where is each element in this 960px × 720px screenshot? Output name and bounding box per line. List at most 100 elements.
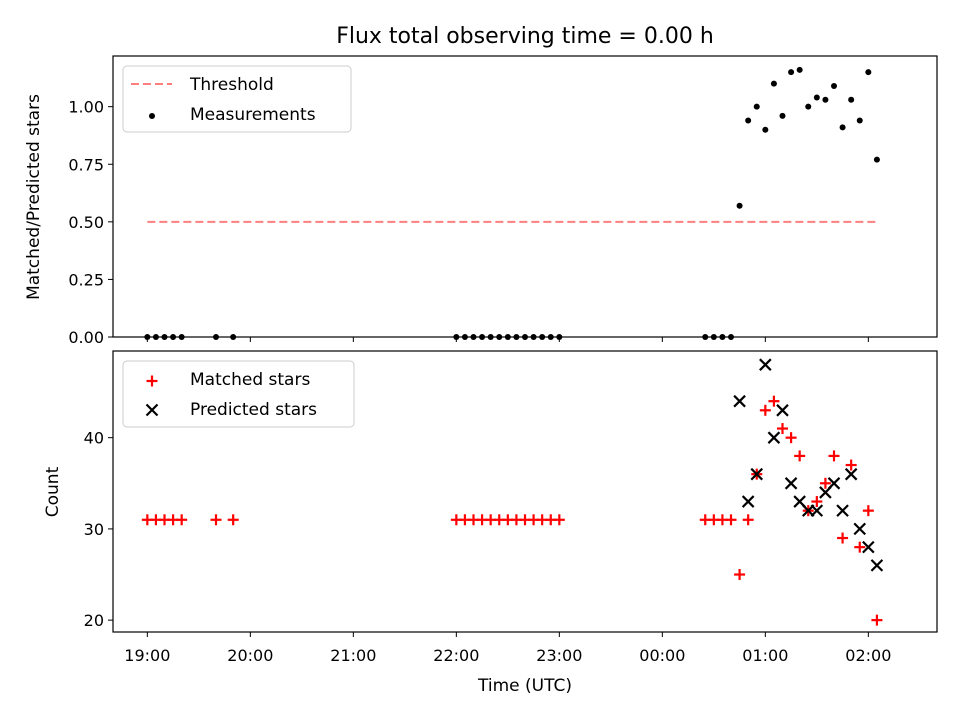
matched-point — [871, 614, 883, 626]
matched-point — [553, 514, 565, 526]
matched-point — [176, 514, 188, 526]
measurement-point — [805, 103, 812, 110]
measurement-point — [865, 69, 872, 76]
measurement-point — [822, 96, 829, 103]
predicted-point — [759, 358, 772, 371]
predicted-point-b — [776, 404, 789, 417]
predicted-point — [767, 431, 781, 444]
matched-point — [227, 514, 239, 526]
bottom-legend-box — [122, 360, 355, 428]
predicted-point — [733, 394, 746, 408]
figure-title: Flux total observing time = 0.00 h — [336, 24, 714, 49]
measurement-point — [745, 117, 752, 124]
legend-predicted-swatch — [145, 403, 159, 417]
legend-measurements-swatch — [149, 113, 155, 119]
predicted-point — [784, 477, 798, 490]
predicted-point-b — [827, 477, 841, 490]
legend-predicted-swatch-b — [145, 403, 159, 417]
predicted-point — [844, 467, 858, 481]
matched-point — [734, 569, 746, 581]
predicted-point — [741, 495, 755, 508]
measurement-point — [753, 103, 760, 110]
measurement-point — [770, 80, 777, 87]
matched-point — [828, 450, 840, 462]
predicted-point — [776, 404, 789, 417]
bottom-xtick-label: 01:00 — [742, 646, 788, 665]
predicted-point-b — [750, 467, 764, 481]
top-ytick-label: 1.00 — [68, 98, 104, 117]
measurement-point — [839, 124, 846, 131]
top-legend-box — [122, 65, 352, 133]
matched-point — [819, 477, 831, 489]
predicted-point-b — [767, 431, 781, 444]
top-axes-frame — [112, 55, 938, 338]
predicted-point-b — [733, 394, 746, 408]
bottom-xtick-label: 22:00 — [433, 646, 479, 665]
legend-threshold-label: Threshold — [189, 75, 274, 95]
matched-point — [742, 514, 754, 526]
measurement-point — [813, 94, 820, 101]
legend-measurements-label: Measurements — [190, 105, 316, 125]
predicted-point — [750, 467, 764, 481]
bottom-xtick-label: 19:00 — [124, 646, 170, 665]
bottom-xtick-label: 02:00 — [845, 646, 891, 665]
predicted-point — [836, 504, 849, 517]
bottom-ytick-label: 40 — [84, 429, 104, 448]
measurement-point — [848, 96, 855, 103]
bottom-xtick-label: 21:00 — [330, 646, 376, 665]
bottom-xtick-label: 23:00 — [536, 646, 582, 665]
matched-point — [725, 514, 737, 526]
top-ytick-label: 0.50 — [68, 213, 104, 232]
matched-point — [854, 541, 866, 553]
predicted-point-b — [741, 495, 755, 508]
top-ytick-label: 0.25 — [68, 270, 104, 289]
predicted-point — [862, 540, 875, 554]
measurement-point — [736, 202, 743, 209]
predicted-point-b — [836, 504, 849, 517]
matched-point — [785, 432, 797, 444]
matched-point — [862, 505, 874, 517]
predicted-point-b — [844, 467, 858, 481]
predicted-point-b — [793, 495, 806, 508]
predicted-point-b — [759, 358, 772, 371]
top-ylabel: Matched/Predicted stars — [24, 94, 44, 300]
legend-predicted-label: Predicted stars — [190, 400, 317, 420]
matched-point — [794, 450, 806, 462]
x-axis-label: Time (UTC) — [477, 676, 572, 696]
legend-matched-swatch — [146, 375, 158, 387]
measurement-point — [779, 112, 786, 119]
bottom-legend: Matched stars Predicted stars — [122, 360, 355, 428]
measurement-point — [873, 156, 880, 163]
predicted-point — [853, 522, 867, 536]
top-legend: Threshold Measurements — [122, 65, 352, 133]
measurement-point — [856, 117, 863, 124]
bottom-xtick-label: 20:00 — [227, 646, 273, 665]
bottom-axes-frame — [112, 350, 938, 633]
measurement-point — [796, 66, 803, 73]
top-ytick-label: 0.75 — [68, 155, 104, 174]
measurement-point — [788, 69, 795, 76]
predicted-point-b — [862, 540, 875, 554]
matched-point — [811, 496, 823, 508]
bottom-ytick-label: 20 — [84, 611, 104, 630]
bottom-panel: Count Time (UTC) 20 30 40 19:00 20:00 21:00 22… — [43, 350, 938, 696]
bottom-ylabel: Count — [43, 466, 63, 517]
predicted-point-b — [810, 504, 824, 517]
measurement-point — [762, 126, 769, 133]
legend-matched-label: Matched stars — [190, 370, 310, 390]
matched-point — [768, 395, 780, 407]
matched-point — [759, 404, 771, 416]
bottom-xtick-label: 00:00 — [639, 646, 685, 665]
matched-point — [777, 423, 788, 435]
predicted-point-b — [870, 559, 884, 572]
predicted-point — [827, 477, 841, 490]
predicted-point-b — [784, 477, 798, 490]
matched-point — [210, 514, 222, 526]
predicted-point — [810, 504, 824, 517]
matched-point — [845, 459, 857, 471]
top-panel: Matched/Predicted stars 0.00 0.25 0.50 0.75… — [24, 55, 938, 347]
predicted-point-b — [853, 522, 867, 536]
measurement-point — [831, 82, 837, 89]
top-ytick-label: 0.00 — [68, 328, 104, 347]
